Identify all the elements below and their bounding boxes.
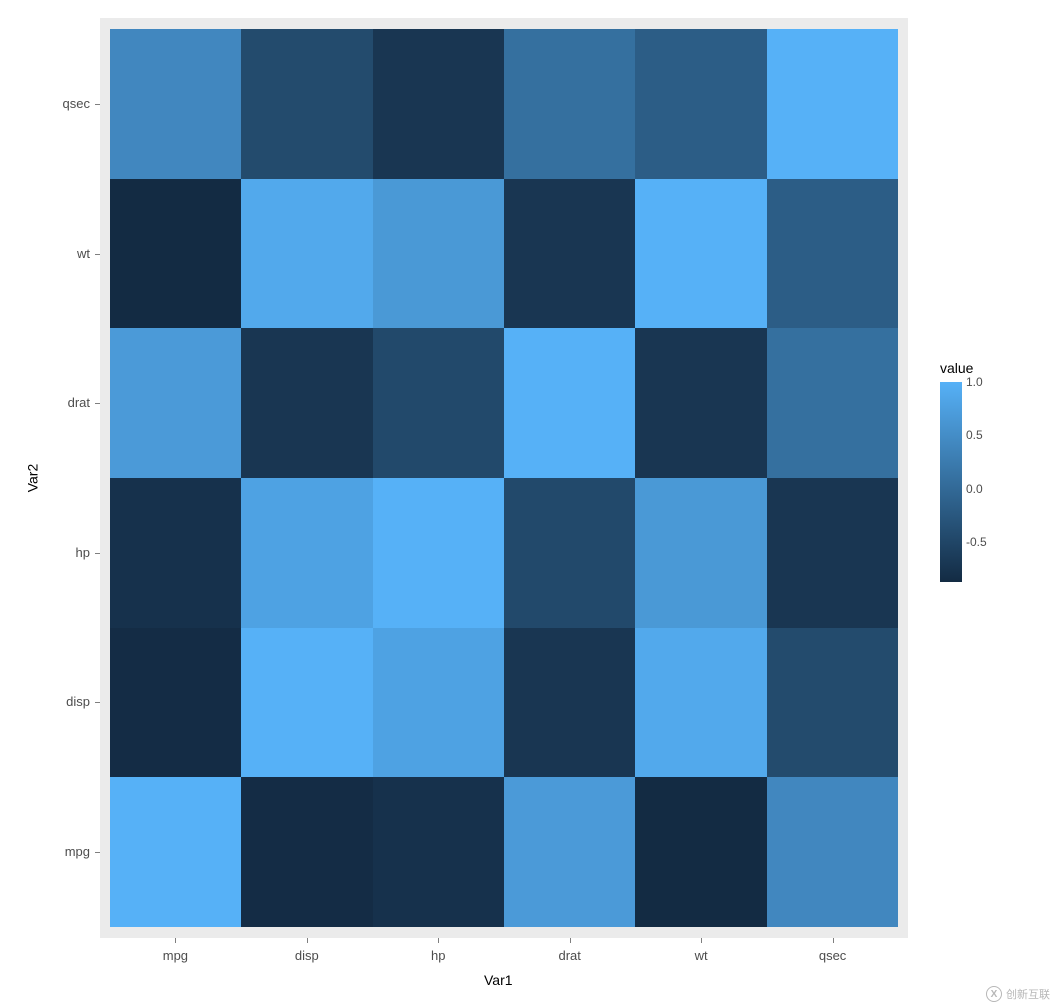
heatmap-cell	[241, 478, 372, 628]
y-tick-label: drat	[68, 395, 90, 410]
y-tick-mark	[95, 852, 100, 853]
heatmap-cell	[110, 179, 241, 329]
heatmap-cell	[504, 29, 635, 179]
x-tick-mark	[175, 938, 176, 943]
heatmap-cell	[373, 628, 504, 778]
x-tick-mark	[833, 938, 834, 943]
y-axis-label: Var2	[24, 464, 40, 493]
heatmap-cell	[373, 777, 504, 927]
x-tick-label: disp	[267, 948, 347, 963]
y-tick-mark	[95, 403, 100, 404]
y-tick-mark	[95, 104, 100, 105]
heatmap-cell	[635, 628, 766, 778]
heatmap-cell	[373, 328, 504, 478]
watermark: X 创新互联	[986, 986, 1050, 1002]
heatmap-cell	[110, 478, 241, 628]
heatmap-cell	[373, 29, 504, 179]
heatmap-cell	[110, 29, 241, 179]
heatmap-cell	[241, 328, 372, 478]
watermark-icon: X	[986, 986, 1002, 1002]
legend-title: value	[940, 360, 973, 376]
heatmap-cell	[241, 628, 372, 778]
y-tick-label: hp	[76, 545, 90, 560]
legend-tick-label: -0.5	[966, 535, 987, 549]
x-tick-mark	[307, 938, 308, 943]
y-tick-mark	[95, 553, 100, 554]
heatmap-cell	[635, 478, 766, 628]
x-tick-label: drat	[530, 948, 610, 963]
legend: value 1.00.50.0-0.5	[940, 360, 973, 582]
x-tick-label: hp	[398, 948, 478, 963]
heatmap-cell	[635, 328, 766, 478]
heatmap-cell	[110, 328, 241, 478]
x-tick-label: mpg	[135, 948, 215, 963]
x-tick-mark	[438, 938, 439, 943]
legend-tick-label: 0.0	[966, 482, 983, 496]
y-tick-mark	[95, 254, 100, 255]
heatmap-cell	[635, 179, 766, 329]
heatmap-cell	[767, 628, 898, 778]
x-tick-mark	[570, 938, 571, 943]
legend-tick-label: 0.5	[966, 428, 983, 442]
legend-colorbar	[940, 382, 962, 582]
heatmap-cell	[767, 478, 898, 628]
y-tick-mark	[95, 702, 100, 703]
heatmap-cell	[767, 29, 898, 179]
heatmap-cell	[767, 328, 898, 478]
heatmap-cell	[504, 628, 635, 778]
x-tick-label: qsec	[793, 948, 873, 963]
x-tick-mark	[701, 938, 702, 943]
heatmap-cell	[241, 29, 372, 179]
heatmap-cell	[767, 179, 898, 329]
heatmap-grid	[110, 29, 899, 927]
legend-tick-label: 1.0	[966, 375, 983, 389]
y-tick-label: disp	[66, 694, 90, 709]
legend-tick-mark	[962, 489, 965, 490]
heatmap-cell	[110, 777, 241, 927]
heatmap-cell	[504, 777, 635, 927]
heatmap-cell	[635, 777, 766, 927]
y-tick-label: mpg	[65, 844, 90, 859]
heatmap-cell	[504, 179, 635, 329]
heatmap-cell	[504, 478, 635, 628]
chart-container: mpgdisphpdratwtqsec mpgdisphpdratwtqsec …	[0, 0, 1056, 1008]
legend-tick-mark	[962, 382, 965, 383]
legend-tick-mark	[962, 435, 965, 436]
heatmap-cell	[767, 777, 898, 927]
x-tick-label: wt	[661, 948, 741, 963]
heatmap-cell	[241, 777, 372, 927]
y-tick-label: qsec	[63, 96, 90, 111]
watermark-text: 创新互联	[1006, 986, 1050, 1002]
heatmap-cell	[373, 179, 504, 329]
heatmap-cell	[635, 29, 766, 179]
heatmap-cell	[241, 179, 372, 329]
x-axis-label: Var1	[484, 972, 513, 988]
heatmap-cell	[110, 628, 241, 778]
heatmap-cell	[373, 478, 504, 628]
y-tick-label: wt	[77, 246, 90, 261]
legend-tick-mark	[962, 542, 965, 543]
heatmap-cell	[504, 328, 635, 478]
